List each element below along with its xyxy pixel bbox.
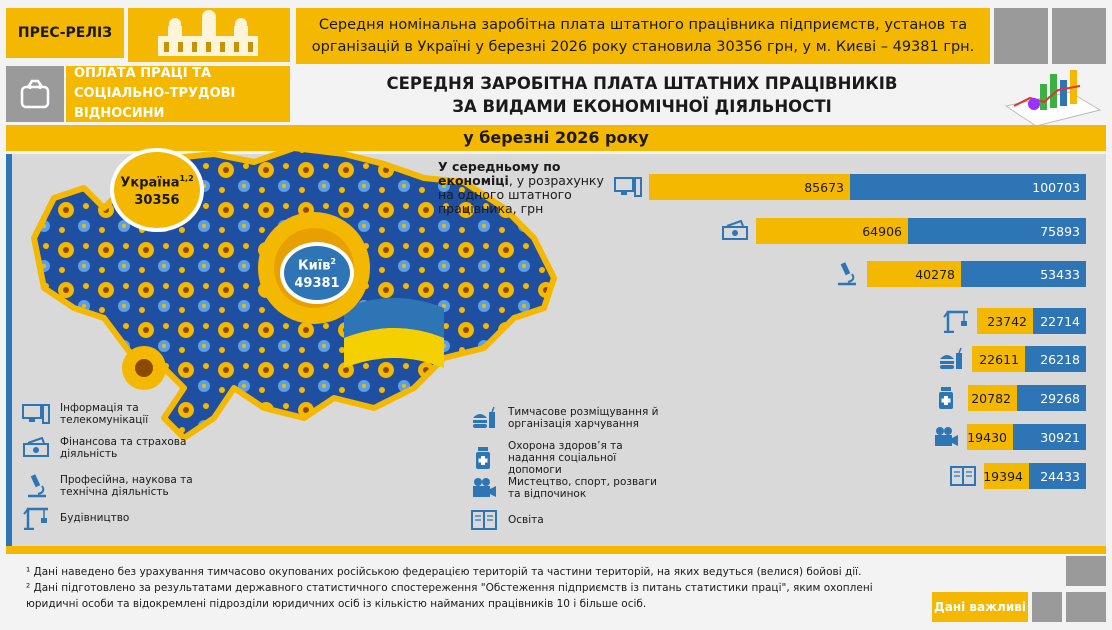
legend-label: Охорона здоров’я та надання соціальної д… — [508, 440, 623, 476]
kyiv-value: 49381 — [294, 276, 340, 292]
section-title: ОПЛАТА ПРАЦІ ТА СОЦІАЛЬНО-ТРУДОВІ ВІДНОС… — [66, 66, 290, 122]
crane-icon — [20, 506, 52, 530]
city-logo — [128, 8, 290, 62]
bar-row: 23742 22714 — [977, 308, 1086, 334]
ukraine-sup: 1,2 — [179, 173, 194, 183]
footnotes: ¹ Дані наведено без урахування тимчасово… — [26, 564, 926, 612]
legend-item: Фінансова та страхова діяльність — [20, 436, 220, 460]
bar-row: 20782 29268 — [968, 385, 1086, 411]
headline: Середня номінальна заробітна плата штатн… — [296, 8, 990, 64]
money-icon — [720, 218, 750, 244]
decor-square — [1052, 8, 1106, 64]
bar-blue: 75893 — [908, 218, 1086, 244]
ukraine-bubble: Україна1,2 30356 — [110, 148, 204, 232]
legend-item: Будівництво — [20, 506, 220, 530]
medicine-icon — [468, 446, 500, 470]
camera-icon — [468, 476, 500, 500]
microscope-icon — [831, 261, 861, 287]
bar-blue: 24433 — [1029, 463, 1086, 489]
ukraine-label: Україна — [120, 175, 180, 191]
ukraine-flag — [344, 298, 444, 368]
decor-square — [1032, 592, 1062, 622]
money-icon — [20, 436, 52, 460]
legend-item: Професійна, наукова та технічна діяльніс… — [20, 474, 220, 498]
bar-blue: 53433 — [961, 261, 1086, 287]
microscope-icon — [20, 474, 52, 498]
legend-label: Тимчасове розміщування й організація хар… — [508, 406, 659, 430]
bar-yellow: 85673 — [649, 174, 850, 200]
ukraine-value: 30356 — [134, 193, 180, 209]
legend-label: Мистецтво, спорт, розваги та відпочинок — [508, 476, 657, 500]
bar-yellow: 23742 — [977, 308, 1033, 334]
average-note: У середньому по економіці, у розрахунку … — [438, 160, 618, 216]
bar-yellow: 40278 — [867, 261, 961, 287]
bar-yellow: 19430 — [967, 424, 1013, 450]
medicine-icon — [932, 385, 962, 411]
bar-row: 19430 30921 — [967, 424, 1086, 450]
food-icon — [936, 346, 966, 372]
wallet-icon — [6, 66, 64, 122]
bar-row: 64906 75893 — [756, 218, 1086, 244]
title-line-2: ЗА ВИДАМИ ЕКОНОМІЧНОЇ ДІЯЛЬНОСТІ — [452, 97, 832, 116]
title-line-1: СЕРЕДНЯ ЗАРОБІТНА ПЛАТА ШТАТНИХ ПРАЦІВНИ… — [386, 74, 898, 93]
legend-label: Фінансова та страхова діяльність — [60, 436, 187, 460]
food-icon — [468, 406, 500, 430]
footnote-1: ¹ Дані наведено без урахування тимчасово… — [26, 566, 862, 578]
legend-label: Інформація та телекомунікації — [60, 402, 149, 426]
average-note-rest: , у розрахунку на одного штатного праців… — [438, 173, 604, 216]
bar-blue: 26218 — [1025, 346, 1086, 372]
crane-icon — [941, 308, 971, 334]
book-icon — [948, 463, 978, 489]
kyiv-bubble: Київ2 49381 — [280, 242, 354, 304]
bar-blue: 22714 — [1033, 308, 1086, 334]
legend-item: Тимчасове розміщування й організація хар… — [468, 406, 668, 430]
average-note-bold: У середньому по економіці — [438, 159, 561, 188]
decor-square — [1066, 592, 1106, 622]
bar-blue: 100703 — [850, 174, 1086, 200]
bar-row: 85673 100703 — [649, 174, 1086, 200]
decor-square — [1066, 556, 1106, 586]
computer-icon — [20, 402, 52, 426]
bar-row: 40278 53433 — [867, 261, 1086, 287]
camera-icon — [931, 424, 961, 450]
legend-label: Будівництво — [60, 512, 130, 524]
legend-item: Освіта — [468, 508, 668, 532]
legend-label: Освіта — [508, 514, 544, 526]
press-release-label: ПРЕС-РЕЛІЗ — [6, 8, 124, 58]
page-title: СЕРЕДНЯ ЗАРОБІТНА ПЛАТА ШТАТНИХ ПРАЦІВНИ… — [296, 66, 988, 124]
sunflower-center — [135, 359, 153, 377]
bar-yellow: 19394 — [983, 463, 1029, 489]
footnote-2: ² Дані підготовлено за результатами держ… — [26, 582, 873, 610]
bar-row: 19394 24433 — [983, 463, 1086, 489]
bar-yellow: 22611 — [972, 346, 1025, 372]
kyiv-label: Київ — [298, 258, 331, 274]
legend-item: Інформація та телекомунікації — [20, 402, 220, 426]
chart-illustration — [1000, 66, 1104, 136]
book-icon — [468, 508, 500, 532]
footer-band — [6, 546, 1106, 554]
kyiv-sup: 2 — [330, 256, 336, 266]
bar-yellow: 64906 — [756, 218, 908, 244]
bar-blue: 30921 — [1013, 424, 1086, 450]
important-data-button[interactable]: Дані важливі — [932, 592, 1028, 622]
bar-yellow: 20782 — [968, 385, 1017, 411]
decor-square — [994, 8, 1048, 64]
period-band: у березні 2026 року — [6, 125, 1106, 151]
bar-row: 22611 26218 — [972, 346, 1086, 372]
computer-icon — [613, 174, 643, 200]
legend-item: Мистецтво, спорт, розваги та відпочинок — [468, 476, 668, 500]
legend-label: Професійна, наукова та технічна діяльніс… — [60, 474, 193, 498]
bar-blue: 29268 — [1017, 385, 1086, 411]
legend-item: Охорона здоров’я та надання соціальної д… — [468, 440, 668, 476]
